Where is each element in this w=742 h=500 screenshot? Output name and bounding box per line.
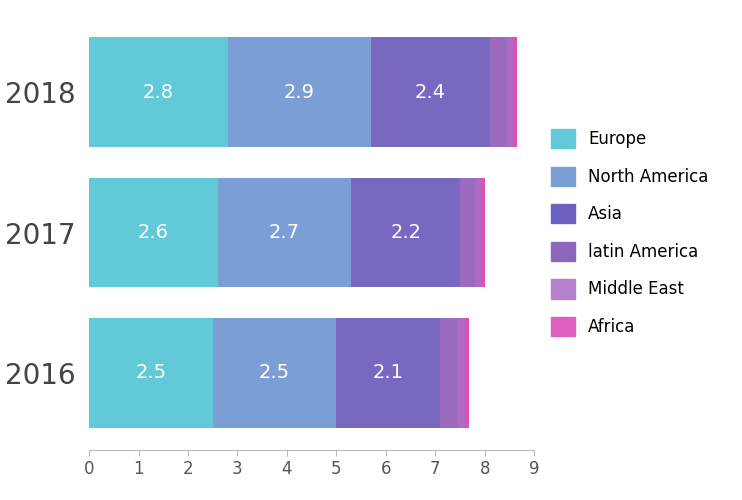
Bar [213,318,336,428]
Bar [458,318,465,428]
Text: 2.5: 2.5 [135,364,166,382]
Text: 2.6: 2.6 [138,223,169,242]
Legend: Europe, North America, Asia, latin America, Middle East, Africa: Europe, North America, Asia, latin Ameri… [551,129,709,336]
Bar [217,178,351,287]
Bar [507,38,513,147]
Bar [351,178,460,287]
Bar [228,38,371,147]
Bar [89,38,228,147]
Text: 2.5: 2.5 [259,364,290,382]
Text: 2.7: 2.7 [269,223,300,242]
Bar [513,38,517,147]
Bar [440,318,458,428]
Bar [336,318,440,428]
Bar [490,38,507,147]
Text: 2.9: 2.9 [283,82,315,102]
Bar [460,178,475,287]
Text: 2.2: 2.2 [390,223,421,242]
Bar [89,178,217,287]
Bar [371,38,490,147]
Bar [89,318,213,428]
Bar [481,178,485,287]
Text: 2.8: 2.8 [142,82,174,102]
Bar [475,178,481,287]
Text: 2.1: 2.1 [372,364,404,382]
Bar [465,318,469,428]
Text: 2.4: 2.4 [415,82,446,102]
